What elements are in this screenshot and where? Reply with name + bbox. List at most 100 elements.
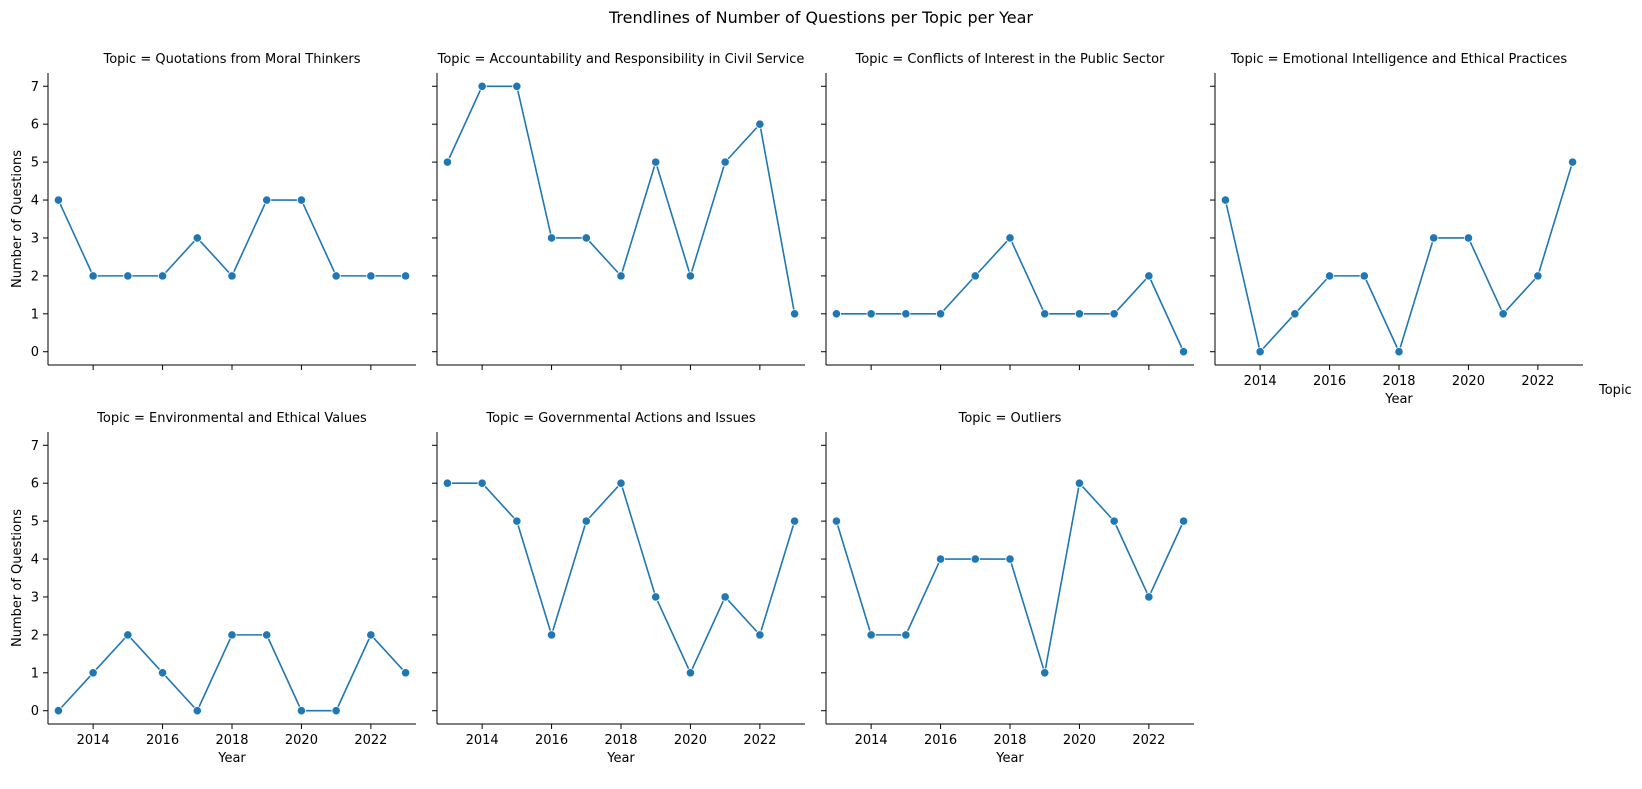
data-point xyxy=(366,630,376,640)
x-tick-label: 2022 xyxy=(354,733,387,748)
facet-title: Topic = Environmental and Ethical Values xyxy=(96,411,367,426)
data-point xyxy=(685,668,696,678)
data-point xyxy=(442,157,453,167)
y-tick-label: 0 xyxy=(31,345,39,360)
y-tick-label: 1 xyxy=(31,307,39,322)
facet-panel-5: Topic = Environmental and Ethical Values… xyxy=(10,411,416,766)
series-line xyxy=(57,199,406,277)
x-tick-label: 2016 xyxy=(535,733,568,748)
data-point xyxy=(616,478,626,488)
series-line xyxy=(447,482,796,674)
data-point xyxy=(1178,347,1189,357)
data-point xyxy=(581,516,591,526)
data-point xyxy=(901,630,911,640)
y-tick-label: 3 xyxy=(31,590,39,605)
legend-title: Topic xyxy=(1599,383,1632,398)
data-point xyxy=(512,516,522,526)
data-point xyxy=(789,309,800,319)
data-point xyxy=(227,630,237,640)
data-point xyxy=(755,630,765,640)
y-tick-label: 2 xyxy=(31,269,39,284)
data-point xyxy=(1498,309,1508,319)
x-axis-label: Year xyxy=(606,751,635,766)
facet-title: Topic = Accountability and Responsibilit… xyxy=(437,52,805,67)
data-point xyxy=(866,630,876,640)
facet-panel-1: Topic = Quotations from Moral Thinkers 0 1… xyxy=(10,52,416,370)
data-point xyxy=(901,309,911,319)
data-point xyxy=(651,592,661,602)
data-point xyxy=(935,554,946,564)
y-tick-label: 7 xyxy=(31,80,39,95)
data-point xyxy=(1040,309,1050,319)
y-tick-label: 5 xyxy=(31,156,39,171)
data-point xyxy=(296,195,307,205)
data-point xyxy=(296,706,307,716)
series-line xyxy=(1224,161,1574,353)
data-point xyxy=(366,271,376,281)
data-point xyxy=(831,309,842,319)
series-line xyxy=(836,237,1185,353)
data-point xyxy=(157,668,168,678)
data-point xyxy=(789,516,800,526)
x-tick-label: 2014 xyxy=(855,733,888,748)
y-axis-label: Number of Questions xyxy=(10,150,25,288)
data-point xyxy=(1220,195,1231,205)
data-point xyxy=(88,668,98,678)
x-tick-label: 2016 xyxy=(924,733,957,748)
data-point xyxy=(1074,309,1085,319)
data-point xyxy=(331,271,341,281)
data-point xyxy=(442,478,453,488)
facet-panel-2: Topic = Accountability and Responsibilit… xyxy=(432,52,805,370)
y-axis-label: Number of Questions xyxy=(10,509,25,647)
data-point xyxy=(400,668,411,678)
facet-title: Topic = Quotations from Moral Thinkers xyxy=(103,52,361,67)
data-point xyxy=(88,271,98,281)
data-point xyxy=(651,157,661,167)
data-point xyxy=(546,630,557,640)
data-point xyxy=(123,271,133,281)
data-point xyxy=(1144,271,1154,281)
data-point xyxy=(1255,347,1265,357)
x-tick-label: 2018 xyxy=(1382,374,1415,389)
data-point xyxy=(192,233,202,243)
data-point xyxy=(477,478,487,488)
data-point xyxy=(866,309,876,319)
data-point xyxy=(512,81,522,91)
data-point xyxy=(1144,592,1154,602)
data-point xyxy=(1533,271,1543,281)
data-point xyxy=(262,630,272,640)
facet-title: Topic = Outliers xyxy=(958,411,1062,426)
data-point xyxy=(1567,157,1578,167)
x-tick-label: 2014 xyxy=(1244,374,1277,389)
x-axis-label: Year xyxy=(217,751,246,766)
figure-title: Trendlines of Number of Questions per To… xyxy=(609,8,1033,27)
data-point xyxy=(157,271,168,281)
y-tick-label: 0 xyxy=(31,704,39,719)
data-point xyxy=(831,516,842,526)
data-point xyxy=(1290,309,1300,319)
x-tick-label: 2020 xyxy=(674,733,707,748)
facet-panel-6: Topic = Governmental Actions and Issues 2… xyxy=(432,411,805,766)
facet-title: Topic = Emotional Intelligence and Ethic… xyxy=(1230,52,1568,67)
y-tick-label: 6 xyxy=(31,477,39,492)
data-point xyxy=(1005,233,1015,243)
data-point xyxy=(1005,554,1015,564)
data-point xyxy=(192,706,202,716)
data-point xyxy=(1429,233,1439,243)
x-tick-label: 2018 xyxy=(993,733,1026,748)
data-point xyxy=(1040,668,1050,678)
y-tick-label: 5 xyxy=(31,515,39,530)
data-point xyxy=(970,271,980,281)
y-tick-label: 4 xyxy=(31,194,39,209)
data-point xyxy=(720,157,730,167)
facet-title: Topic = Conflicts of Interest in the Pub… xyxy=(855,52,1165,67)
x-tick-label: 2016 xyxy=(1313,374,1346,389)
data-point xyxy=(1324,271,1335,281)
x-tick-label: 2020 xyxy=(285,733,318,748)
data-point xyxy=(685,271,696,281)
y-tick-label: 7 xyxy=(31,439,39,454)
data-point xyxy=(123,630,133,640)
data-point xyxy=(1178,516,1189,526)
